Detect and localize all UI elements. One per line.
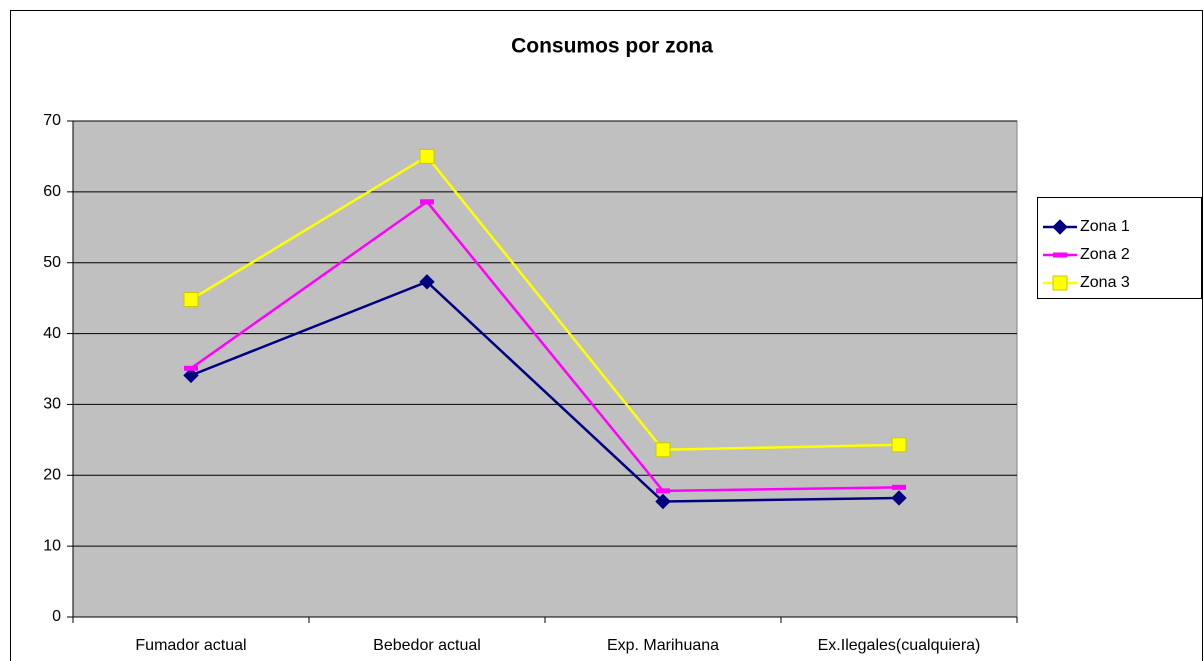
legend-label: Zona 2: [1080, 246, 1130, 263]
y-tick-label: 30: [43, 396, 61, 413]
plot-area: [72, 120, 1018, 618]
marker: [892, 484, 906, 490]
y-tick-label: 0: [52, 608, 61, 625]
y-tick-label: 50: [43, 254, 61, 271]
marker: [183, 367, 199, 384]
legend-label: Zona 3: [1080, 274, 1130, 291]
x-tick-label: Ex.Ilegales(cualquiera): [818, 637, 981, 654]
marker: [655, 442, 671, 458]
marker: [656, 488, 670, 494]
marker: [891, 490, 907, 506]
marker: [1052, 275, 1068, 291]
marker: [419, 274, 435, 290]
marker: [1052, 219, 1068, 235]
series-line: [190, 280, 900, 503]
marker: [655, 493, 671, 510]
x-tick-label: Fumador actual: [135, 637, 246, 654]
marker: [1053, 252, 1067, 258]
series-line: [190, 200, 900, 493]
y-tick-label: 40: [43, 325, 61, 342]
y-tick-label: 60: [43, 183, 61, 200]
y-tick-label: 10: [43, 537, 61, 554]
chart-title: Consumos por zona: [511, 35, 713, 58]
x-tick-label: Exp. Marihuana: [607, 637, 719, 654]
series-line: [190, 154, 900, 452]
marker: [183, 292, 199, 308]
legend-label: Zona 1: [1080, 218, 1130, 235]
y-tick-label: 20: [43, 467, 61, 484]
marker: [420, 199, 434, 205]
marker: [184, 365, 198, 371]
marker: [419, 148, 435, 164]
marker: [891, 437, 907, 453]
x-tick-label: Bebedor actual: [373, 637, 481, 654]
y-tick-label: 70: [43, 112, 61, 129]
